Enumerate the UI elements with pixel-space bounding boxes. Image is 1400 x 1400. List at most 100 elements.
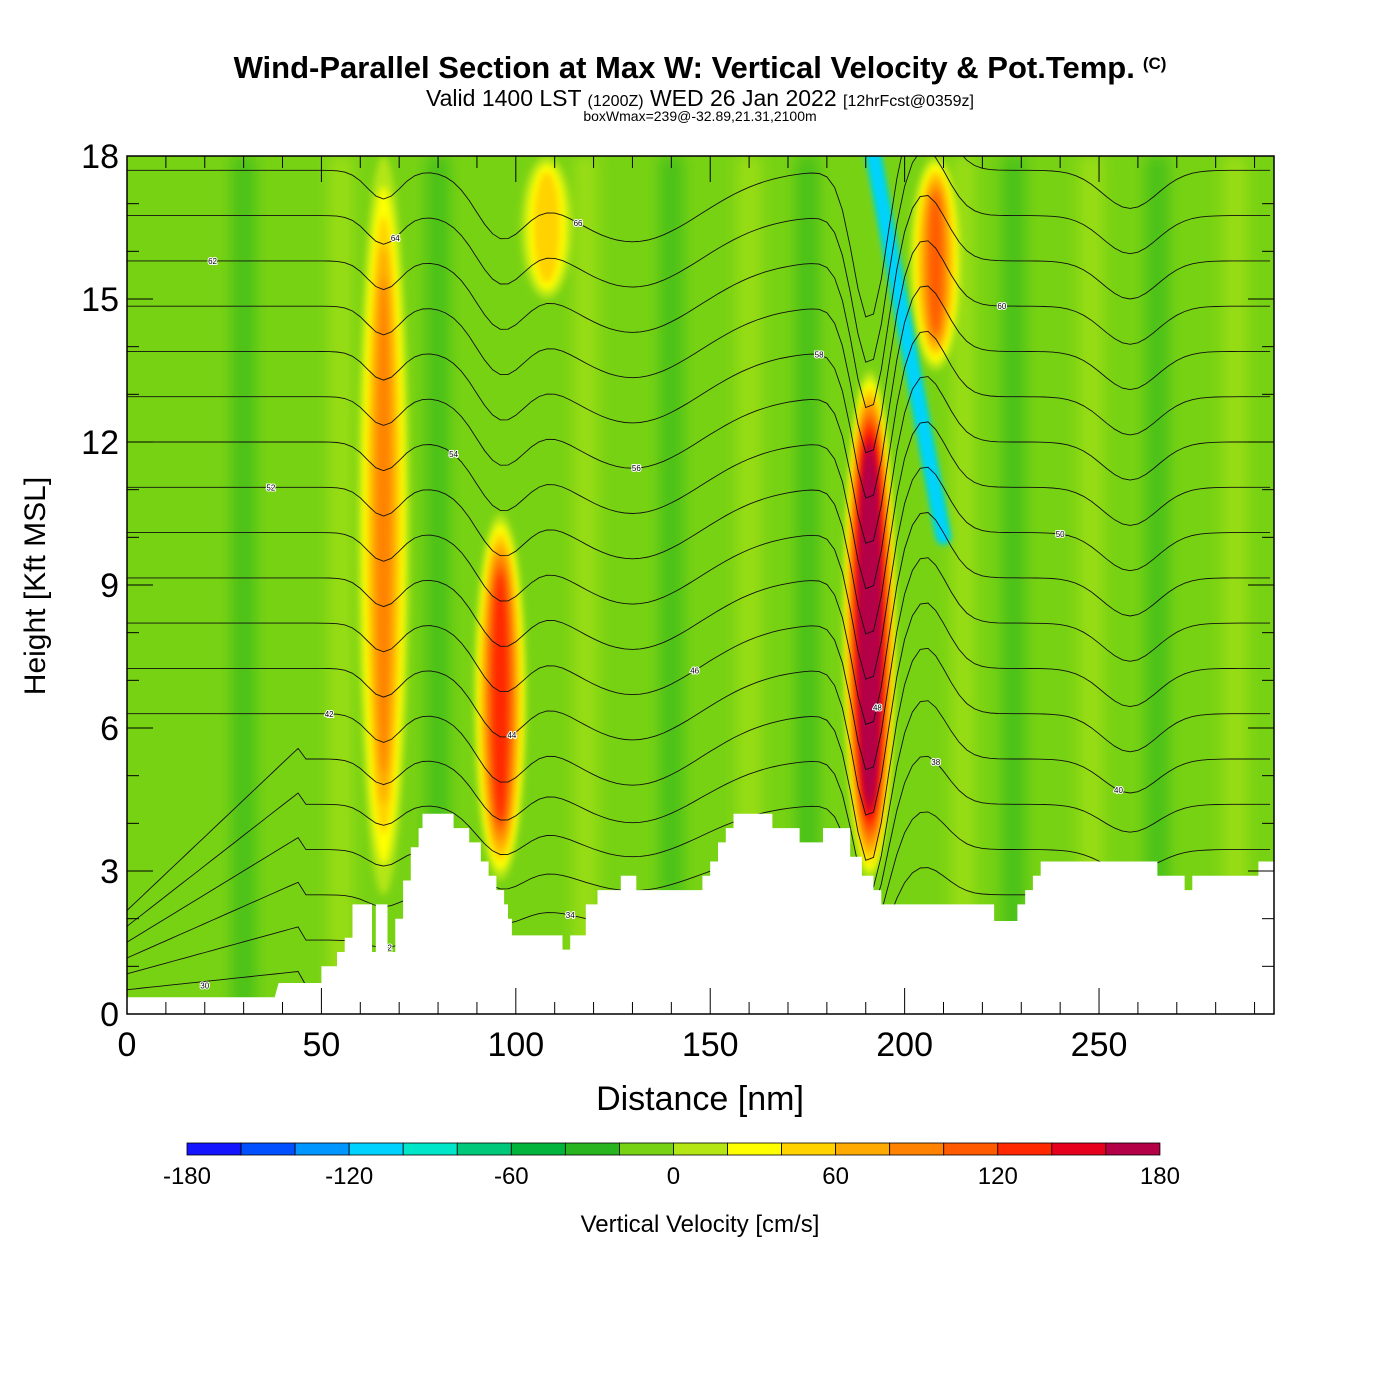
colorbar-tick-label: 180 bbox=[1140, 1163, 1180, 1190]
contour-label: 32 bbox=[383, 943, 392, 952]
updraft-core bbox=[493, 573, 508, 821]
colorbar-swatch bbox=[510, 1142, 566, 1156]
field-band bbox=[1223, 156, 1248, 1014]
colorbar-swatch bbox=[943, 1142, 999, 1156]
theta-contour bbox=[127, 376, 1271, 590]
valid-prefix: Valid 1400 LST bbox=[426, 85, 582, 111]
theta-contour bbox=[127, 330, 1271, 544]
forecast-info: [12hrFcst@0359z] bbox=[843, 93, 974, 110]
y-tick-label: 18 bbox=[81, 138, 119, 176]
contour-label: 44 bbox=[507, 731, 516, 740]
colorbar-swatch bbox=[240, 1142, 296, 1156]
y-tick-label: 9 bbox=[100, 567, 119, 605]
theta-contour bbox=[127, 557, 1271, 771]
contour-label: 38 bbox=[931, 758, 940, 767]
colorbar-tick-label: -120 bbox=[325, 1163, 373, 1190]
theta-contour bbox=[127, 156, 1271, 363]
updraft-core bbox=[376, 276, 391, 774]
contour-label: 66 bbox=[574, 219, 583, 228]
updraft-core bbox=[533, 172, 560, 283]
theta-contour bbox=[127, 421, 1271, 635]
colorbar-swatch bbox=[619, 1142, 674, 1156]
contour-label: 64 bbox=[391, 234, 400, 243]
colorbar-swatch bbox=[889, 1142, 945, 1156]
theta-contour bbox=[127, 195, 1271, 409]
theta-contour bbox=[127, 466, 1271, 680]
valid-date: WED 26 Jan 2022 bbox=[649, 85, 837, 111]
potential-temperature-contours: 30323436384042444648505254565860626466 bbox=[127, 156, 1271, 1001]
colorbar-swatch bbox=[186, 1142, 242, 1156]
contour-label: 42 bbox=[325, 710, 334, 719]
colorbar-swatch bbox=[1105, 1142, 1161, 1156]
contour-label: 34 bbox=[566, 911, 575, 920]
y-tick-label: 12 bbox=[81, 424, 119, 462]
x-tick-label: 0 bbox=[118, 1026, 137, 1064]
contour-label: 60 bbox=[997, 302, 1006, 311]
contour-label: 30 bbox=[200, 981, 209, 990]
colorbar-swatch bbox=[835, 1142, 891, 1156]
theta-contour bbox=[127, 602, 1271, 816]
x-tick-label: 200 bbox=[876, 1026, 933, 1064]
contour-label: 52 bbox=[266, 483, 275, 492]
chart-title: Wind-Parallel Section at Max W: Vertical… bbox=[0, 50, 1400, 86]
contour-label: 58 bbox=[815, 351, 824, 360]
title-text: Wind-Parallel Section at Max W: Vertical… bbox=[233, 50, 1135, 85]
field-band bbox=[328, 156, 353, 1014]
updraft-core bbox=[865, 467, 874, 784]
theta-contour bbox=[127, 240, 1271, 454]
theta-contour bbox=[127, 156, 1271, 318]
theta-contour bbox=[127, 512, 1271, 725]
contour-label: 40 bbox=[1114, 786, 1123, 795]
contour-label: 56 bbox=[632, 464, 641, 473]
copyright-mark: (C) bbox=[1142, 54, 1167, 73]
valid-utc: (1200Z) bbox=[587, 93, 644, 110]
colorbar-swatch bbox=[348, 1142, 404, 1156]
colorbar-swatch bbox=[402, 1142, 458, 1156]
colorbar-swatch bbox=[564, 1142, 620, 1156]
y-axis-label: Height [Kft MSL] bbox=[19, 477, 52, 695]
x-axis: 0 50 100 150 200 250 bbox=[118, 156, 1256, 1064]
contour-label: 54 bbox=[449, 450, 458, 459]
contour-label: 62 bbox=[208, 257, 217, 266]
x-tick-label: 250 bbox=[1071, 1026, 1128, 1064]
colorbar-tick-label: -60 bbox=[494, 1163, 529, 1190]
colorbar-swatch bbox=[673, 1142, 728, 1156]
downdraft-core bbox=[866, 156, 951, 545]
x-tick-label: 100 bbox=[487, 1026, 544, 1064]
x-tick-label: 50 bbox=[302, 1026, 340, 1064]
field-band bbox=[659, 156, 684, 1014]
colorbar-tick-label: 120 bbox=[978, 1163, 1018, 1190]
theta-contour bbox=[127, 285, 1271, 499]
colorbar-label: Vertical Velocity [cm/s] bbox=[581, 1211, 820, 1238]
colorbar-swatch bbox=[1051, 1142, 1107, 1156]
colorbar-swatch bbox=[727, 1142, 782, 1156]
y-tick-label: 6 bbox=[100, 710, 119, 748]
colorbar: -180 -120 -60 0 60 120 180 bbox=[163, 1142, 1180, 1190]
vertical-velocity-field bbox=[231, 156, 1248, 1014]
y-tick-label: 0 bbox=[100, 996, 119, 1034]
colorbar-swatch bbox=[781, 1142, 837, 1156]
boxwmax-info: boxWmax=239@-32.89,21.31,2100m bbox=[583, 108, 817, 124]
y-tick-label: 3 bbox=[100, 853, 119, 891]
x-axis-label: Distance [nm] bbox=[596, 1080, 804, 1118]
colorbar-tick-label: 60 bbox=[822, 1163, 849, 1190]
contour-label: 48 bbox=[873, 703, 882, 712]
field-band bbox=[231, 156, 256, 1014]
colorbar-tick-label: -180 bbox=[163, 1163, 211, 1190]
y-axis: 0 3 6 9 12 15 18 bbox=[81, 138, 1274, 1034]
colorbar-swatch bbox=[997, 1142, 1053, 1156]
theta-contour bbox=[127, 700, 1271, 911]
contour-label: 46 bbox=[690, 667, 699, 676]
colorbar-swatch bbox=[294, 1142, 350, 1156]
colorbar-swatch bbox=[456, 1142, 512, 1156]
chart-subtitle: Valid 1400 LST (1200Z) WED 26 Jan 2022 [… bbox=[0, 85, 1400, 112]
terrain-fill bbox=[127, 813, 1274, 1014]
contour-label: 50 bbox=[1056, 530, 1065, 539]
theta-contour bbox=[127, 755, 1271, 927]
y-tick-label: 15 bbox=[81, 281, 119, 319]
x-tick-label: 150 bbox=[682, 1026, 739, 1064]
theta-contour bbox=[127, 647, 1271, 861]
theta-contour bbox=[127, 811, 1271, 943]
field-band bbox=[1001, 156, 1026, 1014]
terrain bbox=[127, 813, 1274, 1014]
